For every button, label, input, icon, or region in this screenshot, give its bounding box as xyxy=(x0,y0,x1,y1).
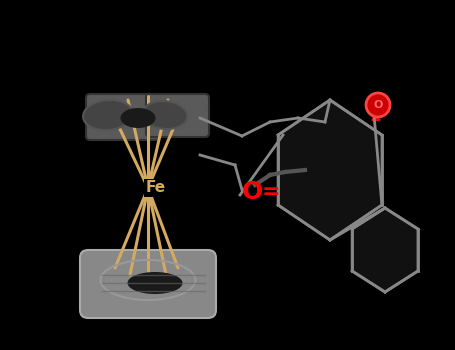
Polygon shape xyxy=(278,100,382,240)
Ellipse shape xyxy=(127,272,182,294)
Text: O: O xyxy=(373,100,383,110)
Text: =: = xyxy=(262,182,281,202)
FancyBboxPatch shape xyxy=(86,94,159,140)
FancyBboxPatch shape xyxy=(80,250,216,318)
Ellipse shape xyxy=(83,100,133,130)
Circle shape xyxy=(366,93,390,117)
Polygon shape xyxy=(352,208,418,292)
Ellipse shape xyxy=(121,108,156,128)
Text: O: O xyxy=(242,180,263,204)
FancyBboxPatch shape xyxy=(146,94,209,137)
Ellipse shape xyxy=(142,101,187,129)
Text: Fe: Fe xyxy=(146,181,166,196)
